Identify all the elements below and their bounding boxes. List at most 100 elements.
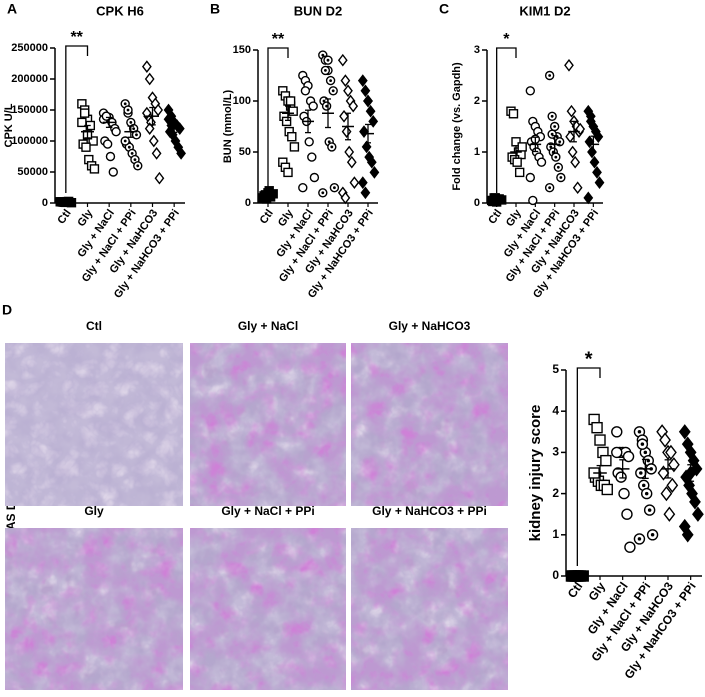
point	[659, 432, 671, 448]
significance-bracket	[496, 47, 517, 193]
point	[611, 446, 623, 459]
y-tick-label: 50	[239, 146, 251, 158]
point	[120, 136, 130, 146]
image-title: Gly + NaHCO3 + PPi	[372, 504, 487, 518]
point	[321, 101, 332, 111]
point	[643, 504, 656, 516]
point	[678, 424, 691, 440]
point	[544, 70, 555, 81]
point-dot	[333, 186, 336, 190]
point	[341, 125, 352, 138]
point-dot	[641, 483, 646, 488]
point	[349, 176, 360, 189]
point-dot	[126, 108, 130, 112]
image-nuclei	[190, 528, 346, 690]
panel-letter: A	[7, 1, 17, 17]
point	[357, 176, 368, 189]
point	[88, 136, 98, 146]
point-dot	[326, 58, 330, 62]
point-dot	[647, 508, 652, 512]
point	[514, 167, 525, 178]
point	[368, 115, 379, 128]
point	[304, 137, 314, 147]
point-dot	[550, 132, 554, 136]
x-tick-label: Ctl	[258, 208, 276, 227]
significance-label: *	[503, 31, 510, 48]
point-dot	[327, 140, 331, 144]
chart-title: CPK H6	[96, 3, 144, 18]
point-dot	[321, 191, 325, 195]
point	[308, 101, 318, 111]
point	[665, 444, 677, 461]
point	[611, 426, 623, 438]
y-tick-label: 150000	[11, 104, 48, 116]
point	[635, 467, 647, 479]
y-tick-label: 2	[552, 486, 559, 500]
significance-bracket	[576, 367, 601, 566]
point-dot	[133, 158, 137, 162]
point	[144, 122, 155, 135]
y-tick-label: 0	[245, 197, 251, 209]
y-axis-label: kidney injury score	[527, 405, 544, 542]
point	[144, 72, 155, 86]
panel-letter: D	[2, 302, 12, 318]
y-tick-label: 250000	[11, 42, 48, 54]
point	[657, 465, 670, 481]
point	[544, 182, 555, 193]
y-axis-label: CPK U/L	[3, 103, 15, 147]
point-dot	[643, 450, 648, 455]
point	[692, 506, 704, 522]
point-dot	[325, 104, 328, 108]
point-dot	[132, 127, 136, 130]
point-dot	[644, 491, 649, 496]
point	[79, 108, 90, 118]
point	[593, 130, 604, 144]
y-tick-label: 200000	[11, 73, 48, 85]
point-dot	[322, 99, 326, 103]
point	[663, 506, 676, 522]
point-dot	[650, 533, 655, 537]
point-dot	[329, 79, 332, 82]
point	[108, 167, 118, 177]
point	[640, 487, 653, 500]
y-tick-label: 0	[474, 197, 480, 209]
y-tick-label: 4	[552, 403, 559, 417]
point	[363, 94, 373, 108]
point	[551, 152, 561, 162]
point	[344, 145, 355, 159]
point	[633, 533, 646, 545]
image-nuclei	[351, 528, 508, 690]
point	[283, 167, 293, 178]
point	[689, 494, 701, 510]
micrograph	[190, 528, 346, 690]
point	[141, 60, 152, 73]
point	[101, 111, 112, 121]
point	[591, 421, 603, 434]
significance-bracket	[65, 45, 89, 193]
point	[329, 182, 340, 193]
image-title: Gly + NaCl	[238, 319, 298, 333]
point-dot	[640, 442, 645, 446]
point	[490, 193, 501, 203]
point	[340, 74, 351, 87]
point	[111, 126, 121, 137]
point	[309, 172, 320, 183]
point	[340, 191, 351, 205]
point	[328, 86, 338, 96]
point	[585, 115, 596, 128]
point-dot	[556, 165, 560, 169]
point	[288, 106, 298, 116]
point	[564, 58, 574, 72]
image-nuclei	[5, 343, 183, 506]
x-tick-label: Ctl	[486, 208, 504, 227]
image-title: Ctl	[86, 319, 102, 333]
micrograph	[190, 343, 346, 506]
y-tick-label: 1	[474, 146, 480, 158]
point	[151, 147, 162, 160]
point	[154, 171, 165, 185]
point-dot	[331, 89, 335, 93]
point	[327, 142, 337, 152]
